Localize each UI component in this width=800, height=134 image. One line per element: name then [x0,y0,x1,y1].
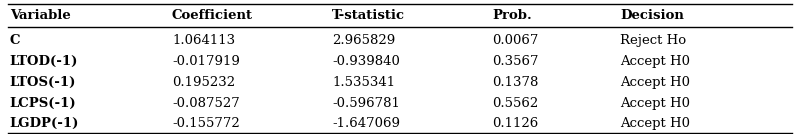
Text: 0.1378: 0.1378 [492,76,538,89]
Text: Coefficient: Coefficient [172,9,253,22]
Text: Variable: Variable [10,9,70,22]
Text: -0.017919: -0.017919 [172,55,240,68]
Text: Accept H0: Accept H0 [620,117,690,131]
Text: Accept H0: Accept H0 [620,55,690,68]
Text: 1.064113: 1.064113 [172,34,235,47]
Text: 1.535341: 1.535341 [332,76,395,89]
Text: -0.939840: -0.939840 [332,55,400,68]
Text: 0.1126: 0.1126 [492,117,538,131]
Text: Accept H0: Accept H0 [620,76,690,89]
Text: -0.087527: -0.087527 [172,97,240,110]
Text: -0.596781: -0.596781 [332,97,400,110]
Text: C: C [10,34,20,47]
Text: 2.965829: 2.965829 [332,34,395,47]
Text: -1.647069: -1.647069 [332,117,400,131]
Text: Reject Ho: Reject Ho [620,34,686,47]
Text: 0.5562: 0.5562 [492,97,538,110]
Text: LCPS(-1): LCPS(-1) [10,97,76,110]
Text: 0.0067: 0.0067 [492,34,538,47]
Text: LGDP(-1): LGDP(-1) [10,117,79,131]
Text: 0.195232: 0.195232 [172,76,235,89]
Text: 0.3567: 0.3567 [492,55,538,68]
Text: LTOD(-1): LTOD(-1) [10,55,78,68]
Text: Prob.: Prob. [492,9,532,22]
Text: LTOS(-1): LTOS(-1) [10,76,76,89]
Text: -0.155772: -0.155772 [172,117,240,131]
Text: Accept H0: Accept H0 [620,97,690,110]
Text: Decision: Decision [620,9,684,22]
Text: T-statistic: T-statistic [332,9,405,22]
